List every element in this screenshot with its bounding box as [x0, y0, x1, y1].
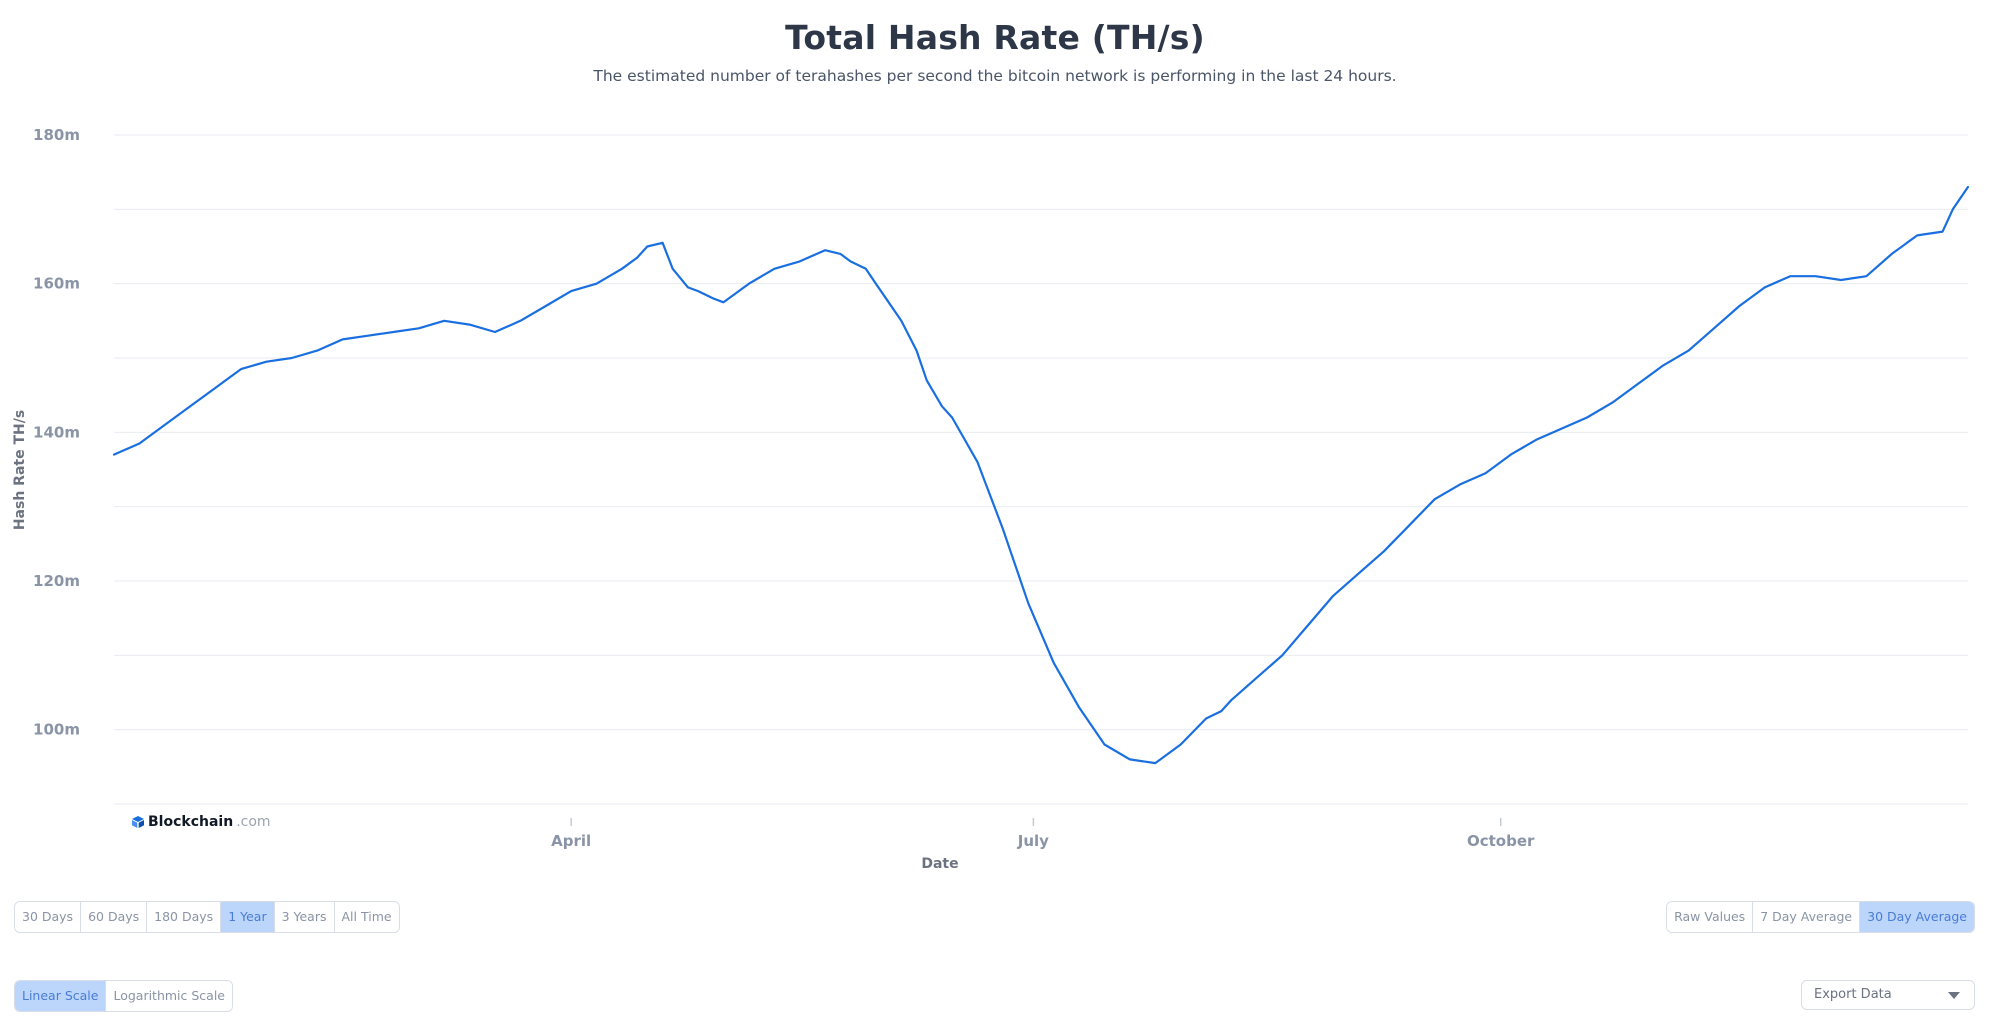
range-60-days-button[interactable]: 60 Days: [81, 902, 148, 932]
grid-lines: [114, 134, 1968, 805]
30-day-average-button[interactable]: 30 Day Average: [1860, 902, 1974, 932]
x-tick-label: April: [551, 832, 591, 850]
linear-scale-button[interactable]: Linear Scale: [15, 981, 107, 1011]
y-tick-label: 180m: [33, 126, 80, 144]
y-axis-ticks: 100m 120m 140m 160m 180m: [33, 126, 80, 739]
logo-name: Blockchain: [148, 814, 234, 830]
chart-title: Total Hash Rate (TH/s): [785, 18, 1205, 57]
range-3-years-button[interactable]: 3 Years: [274, 902, 335, 932]
7-day-average-button[interactable]: 7 Day Average: [1753, 902, 1861, 932]
averaging-selector: Raw Values 7 Day Average 30 Day Average: [1666, 901, 1975, 933]
series-line-hash-rate: [112, 185, 1970, 765]
chevron-down-icon: [1948, 992, 1960, 999]
y-tick-label: 120m: [33, 572, 80, 590]
y-tick-label: 160m: [33, 275, 80, 293]
y-tick-label: 140m: [33, 423, 80, 441]
range-1-year-button[interactable]: 1 Year: [221, 902, 275, 932]
logarithmic-scale-button[interactable]: Logarithmic Scale: [106, 981, 233, 1011]
x-tick-label: October: [1467, 832, 1535, 850]
y-tick-label: 100m: [33, 721, 80, 739]
y-axis-title: Hash Rate TH/s: [12, 410, 28, 530]
scale-selector: Linear Scale Logarithmic Scale: [14, 980, 234, 1012]
x-tick-label: July: [1017, 832, 1049, 850]
chart-subtitle: The estimated number of terahashes per s…: [593, 67, 1397, 85]
export-data-dropdown[interactable]: Export Data: [1801, 980, 1975, 1010]
range-30-days-button[interactable]: 30 Days: [15, 902, 82, 932]
blockchain-logo: Blockchain .com: [131, 814, 271, 830]
range-all-time-button[interactable]: All Time: [334, 902, 399, 932]
range-180-days-button[interactable]: 180 Days: [147, 902, 222, 932]
blockchain-logo-icon: [132, 816, 144, 828]
hash-rate-chart: 100m 120m 140m 160m 180m April July October Da…: [12, 126, 1970, 872]
time-range-selector: 30 Days 60 Days 180 Days 1 Year 3 Years …: [14, 901, 400, 933]
raw-values-button[interactable]: Raw Values: [1667, 902, 1754, 932]
x-axis-ticks: April July October: [551, 818, 1535, 850]
x-axis-title: Date: [921, 856, 958, 872]
logo-domain: .com: [236, 814, 271, 830]
export-data-label: Export Data: [1814, 987, 1892, 1002]
